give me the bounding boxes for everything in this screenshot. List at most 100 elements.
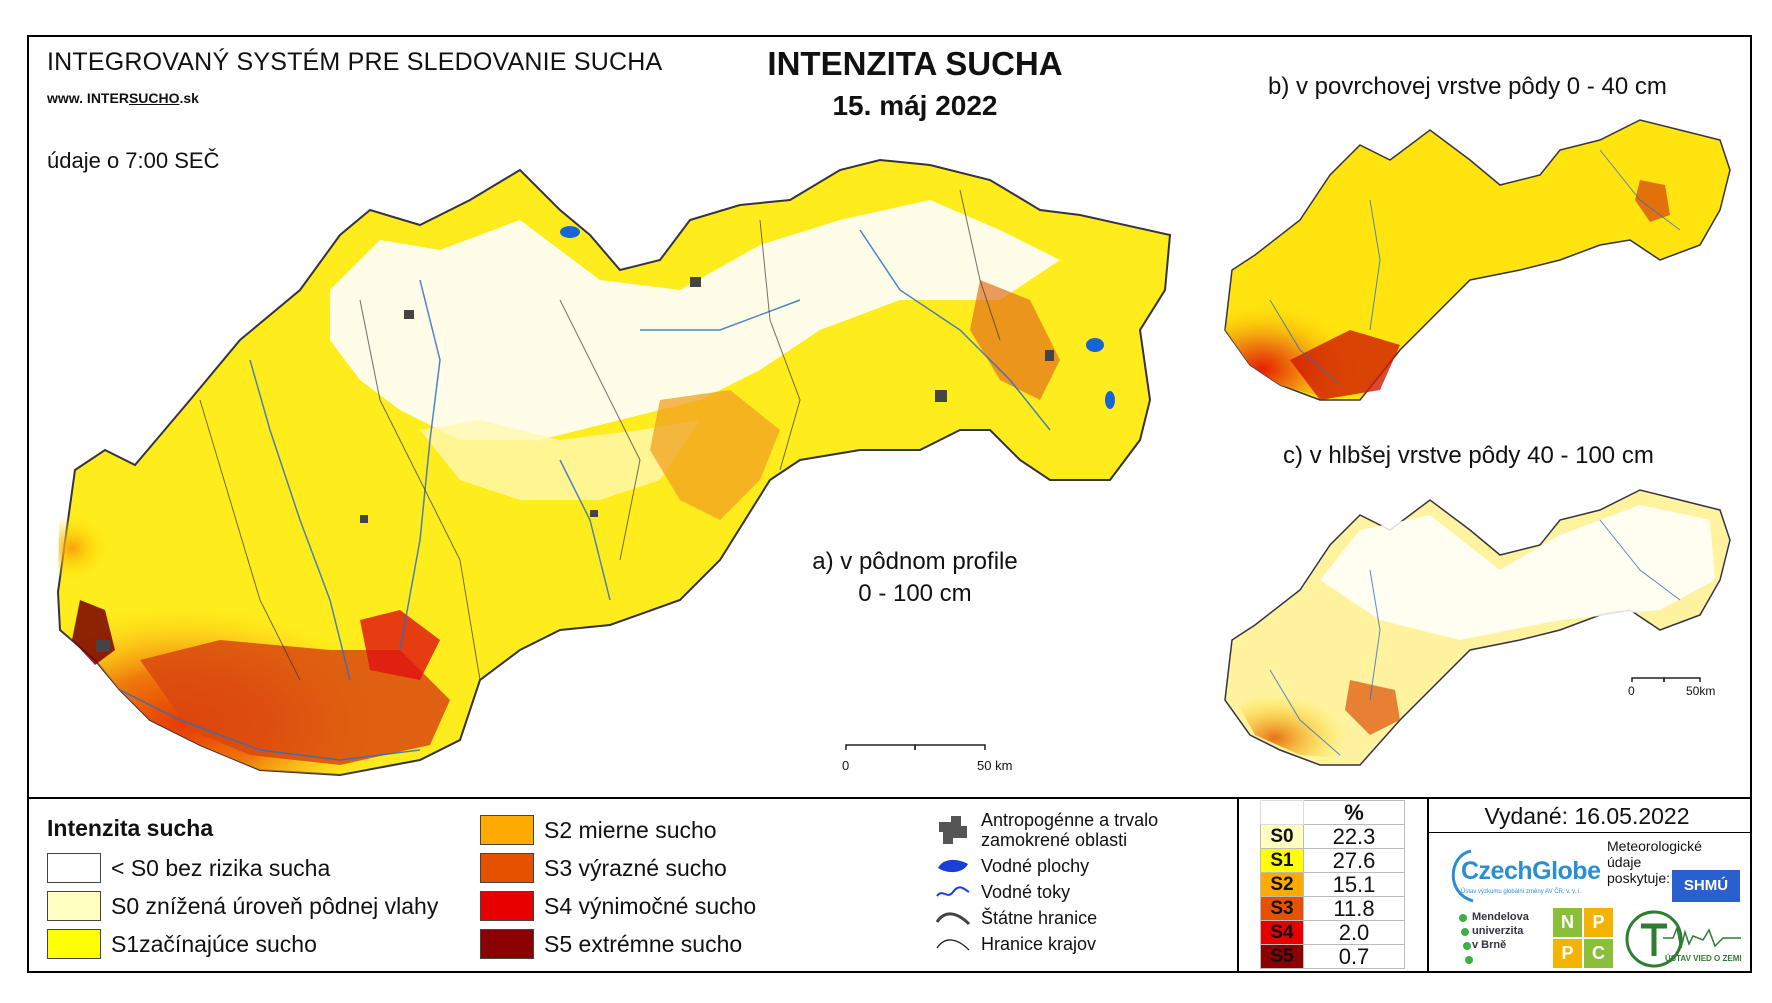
map-c [1224, 489, 1731, 766]
main-map-anthropogenic [96, 277, 1054, 652]
legend-label: S4 výnimočné sucho [544, 892, 757, 919]
percent-row-s2: S2 15.1 [1260, 872, 1405, 897]
legend-vertical-divider-1 [1237, 797, 1239, 973]
legend-divider [27, 797, 1752, 799]
anthropogenic-area-icon [939, 816, 967, 844]
water-stream-icon [936, 886, 970, 897]
legend-item-s4: S4 výnimočné sucho [480, 890, 756, 922]
meteo-line-2: údaje [1607, 854, 1642, 870]
legend-item-s2: S2 mierne sucho [480, 814, 756, 846]
water-body-icon [938, 859, 968, 873]
anthropogenic-label-1: Antropogénne a trvalo [981, 810, 1159, 830]
main-map-region-borders [199, 189, 1001, 681]
legend-swatch [47, 929, 101, 959]
main-map-central-orange [650, 390, 780, 520]
map-b-southeast-core [1290, 330, 1400, 400]
system-title: INTEGROVANÝ SYSTÉM PRE SLEDOVANIE SUCHA [47, 48, 663, 76]
legend-title: Intenzita sucha [47, 815, 214, 841]
legend-item-below-s0: < S0 bez rizika sucha [47, 852, 438, 884]
legend-item-s1: S1začínajúce sucho [47, 928, 438, 960]
map-title: INTENZITA SUCHA [767, 45, 1063, 82]
small-scale-end: 50km [1686, 684, 1716, 698]
nppc-letter: C [1584, 939, 1613, 968]
state-border-icon [935, 912, 971, 926]
percent-value: 15.1 [1303, 872, 1405, 897]
map-c-label: c) v hlbšej vrstve pôdy 40 - 100 cm [1283, 442, 1654, 469]
percent-code: S2 [1260, 872, 1304, 897]
legend-label: S0 znížená úroveň pôdnej vlahy [111, 892, 439, 919]
main-map-west-drought [58, 470, 200, 600]
map-b-label: b) v povrchovej vrstve pôdy 0 - 40 cm [1268, 73, 1667, 100]
percent-row-s4: S4 2.0 [1260, 920, 1405, 945]
legend-vertical-divider-2 [1427, 797, 1429, 973]
issued-date: Vydané: 16.05.2022 [1484, 803, 1690, 829]
meteo-line-1: Meteorologické [1607, 838, 1702, 854]
legend-item-s5: S5 extrémne sucho [480, 928, 756, 960]
legend-state-border: Štátne hranice [935, 908, 1158, 928]
mendel-line-1: Mendelova [1472, 911, 1529, 923]
map-c-south-core [1345, 680, 1400, 735]
legend-swatch [480, 815, 534, 845]
small-scale-start: 0 [1628, 684, 1635, 698]
czechglobe-logo-icon [1451, 849, 1474, 903]
percent-row-s3: S3 11.8 [1260, 896, 1405, 921]
czechglobe-logo-subtitle: Ústav výzkumu globální změny AV ČR, v. v… [1461, 889, 1582, 895]
legend-swatch [480, 853, 534, 883]
meteo-provider: Meteorologické údaje poskytuje: [1607, 838, 1702, 886]
water-bodies-label: Vodné plochy [981, 856, 1090, 876]
meteo-line-3: poskytuje: [1607, 870, 1671, 886]
percent-table-header: % [1260, 800, 1405, 825]
legend-swatch [480, 929, 534, 959]
legend-swatch [47, 891, 101, 921]
percent-code: S4 [1260, 920, 1304, 945]
uvoz-logo-text: ÚSTAV VIED O ZEMI [1665, 954, 1742, 963]
legend-label: S5 extrémne sucho [544, 930, 743, 957]
nppc-letter: P [1584, 908, 1613, 937]
map-b-rivers [1269, 149, 1681, 386]
map-a-label-range: 0 - 100 cm [858, 580, 972, 607]
shmu-logo: SHMÚ [1672, 870, 1740, 902]
percent-table-wrapper: % S0 22.3 S1 27.6 S2 15.1 S3 11.8 S4 2.0 S5 0.… [1260, 800, 1405, 969]
mendel-dots-icon [1459, 914, 1473, 964]
percent-value: 0.7 [1303, 944, 1405, 969]
main-map-east-orange [970, 280, 1060, 400]
legend-column-2: S2 mierne sucho S3 výrazné sucho S4 výni… [480, 814, 756, 960]
state-border-label: Štátne hranice [981, 908, 1098, 928]
legend-anthropogenic: Antropogénne a trvalo zamokrené oblasti [935, 810, 1158, 850]
main-scale-start: 0 [842, 758, 850, 773]
legend-item-s0: S0 znížená úroveň pôdnej vlahy [47, 890, 438, 922]
percent-row-s1: S1 27.6 [1260, 848, 1405, 873]
main-map-extreme-spot [360, 610, 440, 680]
region-border-label: Hranice krajov [981, 934, 1097, 954]
percent-code: S1 [1260, 848, 1304, 873]
nppc-letter: P [1553, 939, 1582, 968]
legend-item-s3: S3 výrazné sucho [480, 852, 756, 884]
percent-header: % [1303, 800, 1405, 825]
legend-column-1: < S0 bez rizika sucha S0 znížená úroveň … [47, 852, 438, 960]
issued-divider [1429, 832, 1752, 833]
legend-label: < S0 bez rizika sucha [111, 854, 331, 881]
map-c-rivers [1269, 519, 1681, 756]
legend-swatch [47, 853, 101, 883]
website-url[interactable]: www. INTERSUCHO.sk [47, 90, 199, 106]
percent-code: S5 [1260, 944, 1304, 969]
percent-value: 27.6 [1303, 848, 1405, 873]
mendel-line-3: v Brně [1472, 939, 1507, 951]
percent-code: S3 [1260, 896, 1304, 921]
map-b-east-spot [1635, 180, 1670, 222]
percent-table: % S0 22.3 S1 27.6 S2 15.1 S3 11.8 S4 2.0 S5 0.… [1260, 800, 1405, 969]
legend-water-bodies: Vodné plochy [935, 856, 1158, 876]
czechglobe-logo-text: CzechGlobe [1461, 857, 1601, 885]
uvoz-logo-icon [1625, 910, 1741, 968]
percent-value: 22.3 [1303, 824, 1405, 849]
map-frame [27, 35, 1752, 973]
legend-swatch [480, 891, 534, 921]
main-map [56, 158, 1172, 777]
legend-region-border: Hranice krajov [935, 934, 1158, 954]
percent-value: 2.0 [1303, 920, 1405, 945]
percent-row-s5: S5 0.7 [1260, 944, 1405, 969]
main-scale-end: 50 km [977, 758, 1013, 773]
region-border-icon [936, 939, 970, 951]
legend-label: S2 mierne sucho [544, 816, 717, 843]
